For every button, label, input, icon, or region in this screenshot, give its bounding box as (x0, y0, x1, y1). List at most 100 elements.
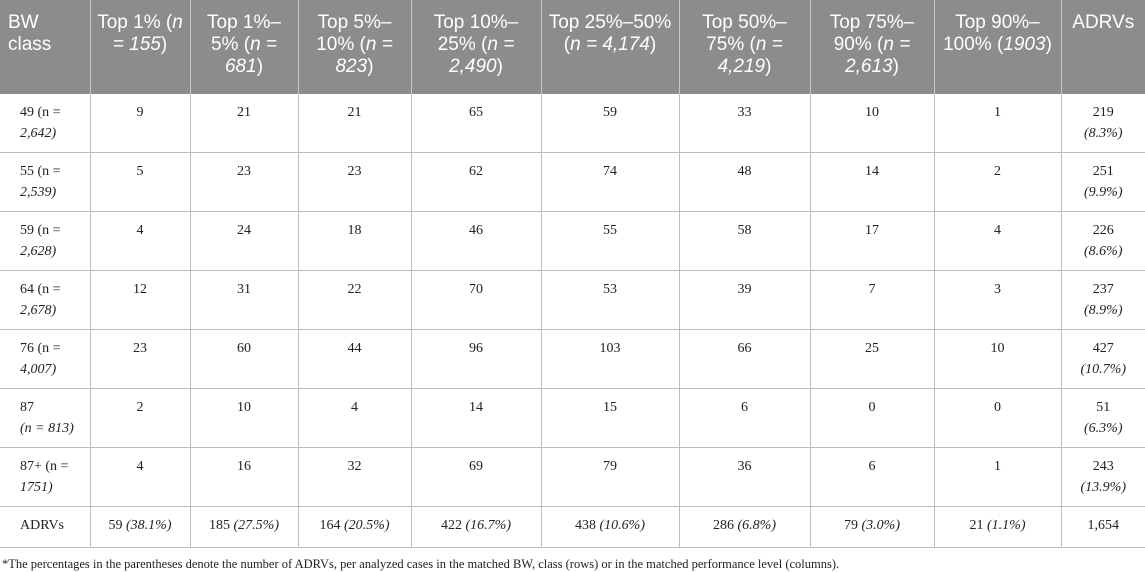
count-cell: 58 (678, 211, 810, 271)
row-adrv-cell: 226 (8.6%) (1060, 211, 1145, 271)
count-cell: 16 (189, 447, 298, 507)
column-total-cell: 164 (20.5%) (297, 506, 411, 548)
table-footnote: *The percentages in the parentheses deno… (2, 557, 840, 571)
count-cell: 39 (678, 270, 810, 330)
count-cell: 14 (410, 388, 541, 448)
table-row: 76 (n = 4,007) 23 60 44 96 103 66 25 10 427 (10.7%) (0, 329, 1145, 389)
count-cell: 6 (678, 388, 810, 448)
count-cell: 4 (933, 211, 1061, 271)
table-row: 55 (n = 2,539) 5 23 23 62 74 48 14 2 251 (9.9%) (0, 152, 1145, 212)
count-cell: 21 (189, 94, 298, 153)
count-cell: 60 (189, 329, 298, 389)
count-cell: 70 (410, 270, 541, 330)
totals-label: ADRVs (0, 506, 90, 548)
count-cell: 74 (540, 152, 679, 212)
count-cell: 23 (297, 152, 411, 212)
count-cell: 69 (410, 447, 541, 507)
count-cell: 33 (678, 94, 810, 153)
count-cell: 5 (89, 152, 190, 212)
totals-row: ADRVs 59 (38.1%) 185 (27.5%) 164 (20.5%) 422… (0, 506, 1145, 548)
count-cell: 2 (89, 388, 190, 448)
header-top-50-75: Top 50%–75% (n = 4,219) (678, 0, 810, 94)
count-cell: 9 (89, 94, 190, 153)
column-total-cell: 422 (16.7%) (410, 506, 541, 548)
count-cell: 103 (540, 329, 679, 389)
column-total-cell: 438 (10.6%) (540, 506, 679, 548)
count-cell: 0 (933, 388, 1061, 448)
count-cell: 46 (410, 211, 541, 271)
column-total-cell: 185 (27.5%) (189, 506, 298, 548)
count-cell: 44 (297, 329, 411, 389)
header-top-75-90: Top 75%–90% (n = 2,613) (809, 0, 934, 94)
count-cell: 10 (933, 329, 1061, 389)
count-cell: 32 (297, 447, 411, 507)
header-top-5-10: Top 5%–10% (n = 823) (297, 0, 411, 94)
bw-class-cell: 64 (n = 2,678) (0, 270, 90, 330)
count-cell: 4 (89, 211, 190, 271)
count-cell: 0 (809, 388, 934, 448)
count-cell: 1 (933, 94, 1061, 153)
count-cell: 96 (410, 329, 541, 389)
column-total-cell: 21 (1.1%) (933, 506, 1061, 548)
count-cell: 6 (809, 447, 934, 507)
bw-class-cell: 87 (n = 813) (0, 388, 90, 448)
count-cell: 2 (933, 152, 1061, 212)
count-cell: 7 (809, 270, 934, 330)
count-cell: 79 (540, 447, 679, 507)
column-total-cell: 286 (6.8%) (678, 506, 810, 548)
count-cell: 24 (189, 211, 298, 271)
column-total-cell: 79 (3.0%) (809, 506, 934, 548)
header-row: BW class Top 1% (n = 155) Top 1%–5% (n =… (0, 0, 1145, 94)
count-cell: 23 (89, 329, 190, 389)
header-bw-class: BW class (0, 0, 90, 94)
count-cell: 48 (678, 152, 810, 212)
header-top-10-25: Top 10%–25% (n = 2,490) (410, 0, 541, 94)
count-cell: 14 (809, 152, 934, 212)
bw-class-cell: 59 (n = 2,628) (0, 211, 90, 271)
count-cell: 3 (933, 270, 1061, 330)
header-adrvs: ADRVs (1060, 0, 1145, 94)
count-cell: 25 (809, 329, 934, 389)
count-cell: 66 (678, 329, 810, 389)
header-top-90-100: Top 90%–100% (1903) (933, 0, 1061, 94)
count-cell: 10 (809, 94, 934, 153)
count-cell: 15 (540, 388, 679, 448)
table-row: 64 (n = 2,678) 12 31 22 70 53 39 7 3 237 (8.9%) (0, 270, 1145, 330)
count-cell: 12 (89, 270, 190, 330)
row-adrv-cell: 427 (10.7%) (1060, 329, 1145, 389)
adrv-table: BW class Top 1% (n = 155) Top 1%–5% (n =… (0, 0, 1145, 548)
count-cell: 36 (678, 447, 810, 507)
row-adrv-cell: 219 (8.3%) (1060, 94, 1145, 153)
bw-class-cell: 55 (n = 2,539) (0, 152, 90, 212)
count-cell: 4 (89, 447, 190, 507)
column-total-cell: 59 (38.1%) (89, 506, 190, 548)
row-adrv-cell: 251 (9.9%) (1060, 152, 1145, 212)
count-cell: 18 (297, 211, 411, 271)
count-cell: 62 (410, 152, 541, 212)
header-top-1: Top 1% (n = 155) (89, 0, 190, 94)
header-top-25-50: Top 25%–50% (n = 4,174) (540, 0, 679, 94)
table-row: 59 (n = 2,628) 4 24 18 46 55 58 17 4 226 (8.6%) (0, 211, 1145, 271)
table-row: 87 (n = 813) 2 10 4 14 15 6 0 0 51 (6.3%) (0, 388, 1145, 448)
row-adrv-cell: 51 (6.3%) (1060, 388, 1145, 448)
table-row: 87+ (n = 1751) 4 16 32 69 79 36 6 1 243 (13.9%) (0, 447, 1145, 507)
bw-class-cell: 49 (n = 2,642) (0, 94, 90, 153)
bw-class-cell: 76 (n = 4,007) (0, 329, 90, 389)
count-cell: 53 (540, 270, 679, 330)
count-cell: 17 (809, 211, 934, 271)
row-adrv-cell: 237 (8.9%) (1060, 270, 1145, 330)
count-cell: 10 (189, 388, 298, 448)
bw-class-cell: 87+ (n = 1751) (0, 447, 90, 507)
count-cell: 65 (410, 94, 541, 153)
count-cell: 22 (297, 270, 411, 330)
count-cell: 21 (297, 94, 411, 153)
count-cell: 23 (189, 152, 298, 212)
count-cell: 1 (933, 447, 1061, 507)
count-cell: 31 (189, 270, 298, 330)
count-cell: 59 (540, 94, 679, 153)
row-adrv-cell: 243 (13.9%) (1060, 447, 1145, 507)
count-cell: 55 (540, 211, 679, 271)
header-top-1-5: Top 1%–5% (n = 681) (189, 0, 298, 94)
grand-total-cell: 1,654 (1060, 506, 1145, 548)
table-row: 49 (n = 2,642) 9 21 21 65 59 33 10 1 219 (8.3%) (0, 94, 1145, 153)
